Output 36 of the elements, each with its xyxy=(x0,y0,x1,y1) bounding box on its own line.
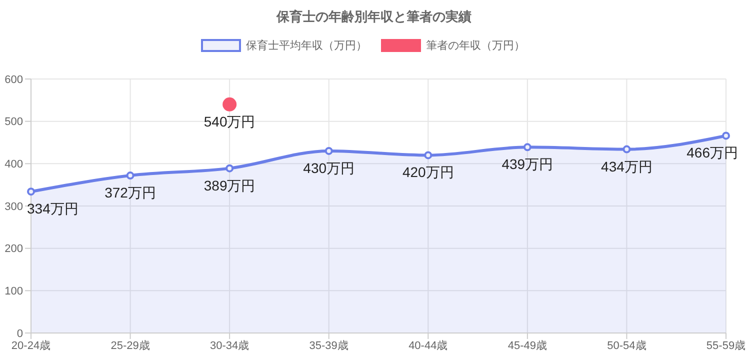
y-tick-label: 100 xyxy=(4,286,23,298)
y-tick-label: 0 xyxy=(16,328,23,340)
point xyxy=(722,132,730,140)
x-tick-label: 35-39歳 xyxy=(309,338,348,352)
x-tick-label: 25-29歳 xyxy=(110,338,150,352)
point xyxy=(324,146,333,155)
legend-label: 保育士平均年収（万円） xyxy=(246,38,367,53)
y-tick-label: 400 xyxy=(4,158,23,171)
data-label: 439万円 xyxy=(502,156,554,172)
data-label: 420万円 xyxy=(402,164,454,180)
point xyxy=(27,188,35,196)
point xyxy=(622,145,631,154)
point xyxy=(424,151,432,160)
data-label: 372万円 xyxy=(104,184,156,201)
point xyxy=(222,97,237,112)
x-tick-label: 45-49歳 xyxy=(508,338,547,352)
data-label: 334万円 xyxy=(27,200,78,217)
y-tick-label: 600 xyxy=(4,74,23,86)
chart-title: 保育士の年齢別年収と筆者の実績 xyxy=(275,8,472,26)
data-label: 389万円 xyxy=(204,177,256,194)
x-tick-label: 30-34歳 xyxy=(210,338,250,352)
y-tick-label: 500 xyxy=(4,116,23,128)
x-tick-label: 50-54歳 xyxy=(607,338,646,352)
x-tick-label: 20-24歳 xyxy=(11,338,51,352)
x-tick-label: 40-44歳 xyxy=(408,338,448,352)
point xyxy=(126,172,134,180)
point xyxy=(226,164,234,172)
x-tick-label: 55-59歳 xyxy=(706,338,746,352)
legend-label: 筆者の年収（万円） xyxy=(426,39,525,53)
data-label: 430万円 xyxy=(303,160,355,176)
data-label: 540万円 xyxy=(204,113,256,130)
data-label: 466万円 xyxy=(686,144,738,161)
point xyxy=(523,143,532,152)
y-tick-label: 300 xyxy=(4,200,23,213)
y-tick-label: 200 xyxy=(4,243,23,256)
data-label: 434万円 xyxy=(601,158,652,174)
